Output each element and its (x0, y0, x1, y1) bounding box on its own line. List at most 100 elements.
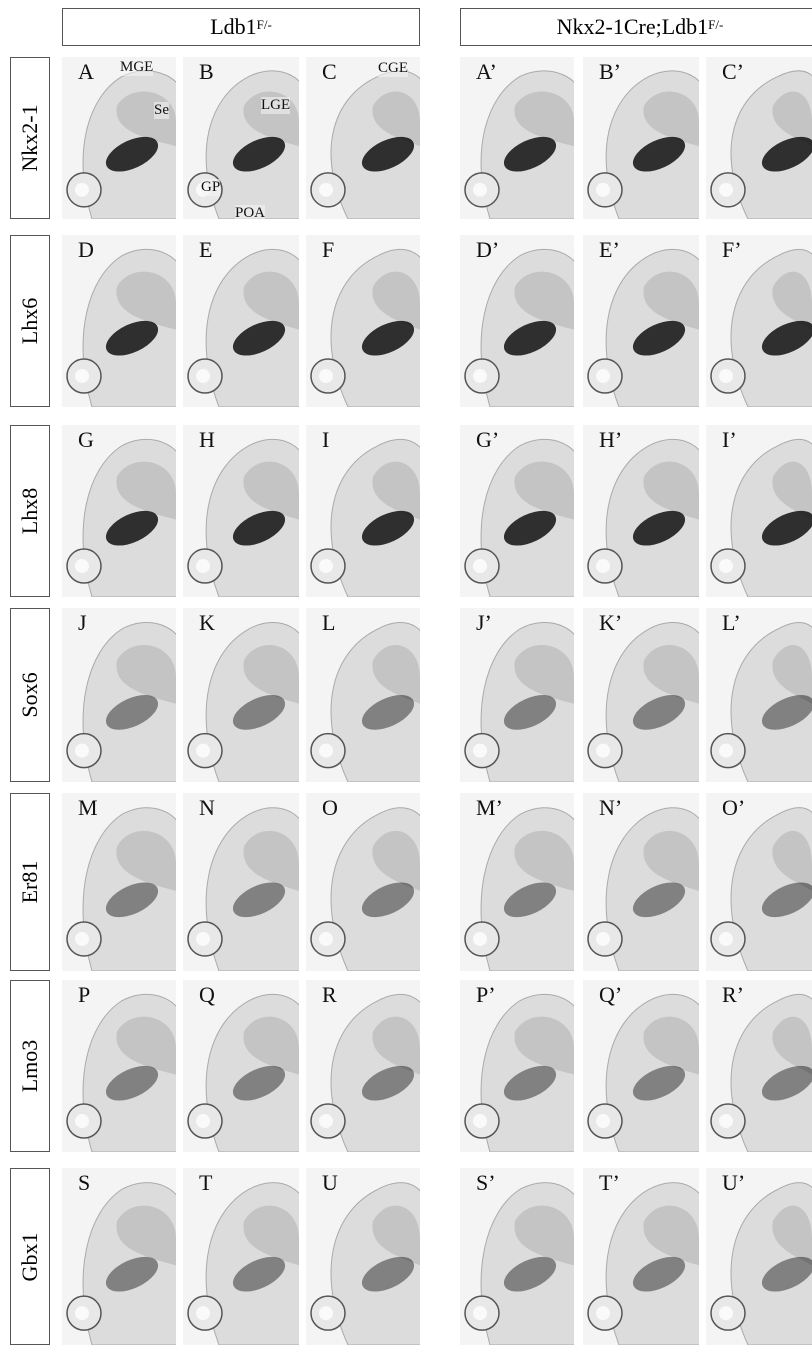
image-panel: R (306, 980, 420, 1152)
region-label: CGE (378, 60, 408, 77)
row-label: Lhx6 (10, 235, 50, 407)
region-label: POA (235, 205, 265, 219)
panel-letter: Q (199, 982, 215, 1008)
image-panel: C’ (706, 57, 812, 219)
image-panel: K’ (583, 608, 699, 782)
panel-letter: F’ (722, 237, 742, 263)
image-panel: J’ (460, 608, 574, 782)
row-label: Nkx2-1 (10, 57, 50, 219)
panel-letter: P (78, 982, 90, 1008)
gene-name: Lmo3 (17, 1040, 43, 1093)
panel-letter: D’ (476, 237, 499, 263)
panel-letter: L’ (722, 610, 741, 636)
panel-letter: I (322, 427, 329, 453)
image-panel: I’ (706, 425, 812, 597)
image-panel: O (306, 793, 420, 971)
panel-letter: B (199, 59, 214, 85)
image-panel: T’ (583, 1168, 699, 1345)
image-panel: P’ (460, 980, 574, 1152)
panel-letter: U’ (722, 1170, 745, 1196)
image-panel: J (62, 608, 176, 782)
image-panel: Q (183, 980, 299, 1152)
region-label: GP (201, 179, 220, 196)
figure: {"headers": [{"text": "Ldb1", "sup": "F/… (0, 0, 812, 1347)
image-panel: C CGE (306, 57, 420, 219)
panel-letter: L (322, 610, 335, 636)
panel-letter: B’ (599, 59, 621, 85)
panel-letter: P’ (476, 982, 496, 1008)
image-panel: E (183, 235, 299, 407)
image-panel: K (183, 608, 299, 782)
panel-letter: O (322, 795, 338, 821)
panel-letter: K (199, 610, 215, 636)
panel-letter: N (199, 795, 215, 821)
row-label: Er81 (10, 793, 50, 971)
gene-name: Sox6 (17, 672, 43, 717)
panel-letter: M (78, 795, 98, 821)
image-panel: B’ (583, 57, 699, 219)
row-label: Lmo3 (10, 980, 50, 1152)
gene-name: Lhx8 (17, 488, 43, 534)
image-panel: M (62, 793, 176, 971)
panel-letter: R (322, 982, 337, 1008)
panel-letter: C (322, 59, 337, 85)
image-panel: A MGE Se (62, 57, 176, 219)
panel-letter: T (199, 1170, 212, 1196)
panel-letter: K’ (599, 610, 622, 636)
image-panel: O’ (706, 793, 812, 971)
image-panel: I (306, 425, 420, 597)
image-panel: E’ (583, 235, 699, 407)
panel-letter: F (322, 237, 334, 263)
panel-letter: E (199, 237, 212, 263)
panel-letter: J (78, 610, 87, 636)
image-panel: L’ (706, 608, 812, 782)
panel-letter: U (322, 1170, 338, 1196)
panel-letter: Q’ (599, 982, 622, 1008)
panel-letter: G (78, 427, 94, 453)
panel-letter: S’ (476, 1170, 496, 1196)
header-text: Ldb1 (210, 14, 256, 40)
row-label: Gbx1 (10, 1168, 50, 1345)
panel-letter: H’ (599, 427, 622, 453)
panel-letter: N’ (599, 795, 622, 821)
image-panel: N’ (583, 793, 699, 971)
image-panel: D’ (460, 235, 574, 407)
panel-letter: A (78, 59, 94, 85)
panel-letter: D (78, 237, 94, 263)
image-panel: P (62, 980, 176, 1152)
image-panel: T (183, 1168, 299, 1345)
panel-letter: S (78, 1170, 90, 1196)
panel-letter: M’ (476, 795, 503, 821)
panel-letter: J’ (476, 610, 492, 636)
gene-name: Er81 (17, 861, 43, 904)
image-panel: H (183, 425, 299, 597)
row-label: Sox6 (10, 608, 50, 782)
image-panel: G (62, 425, 176, 597)
panel-letter: A’ (476, 59, 497, 85)
row-label: Lhx8 (10, 425, 50, 597)
gene-name: Gbx1 (17, 1232, 43, 1281)
image-panel: BLGEGPPOA (183, 57, 299, 219)
image-panel: F’ (706, 235, 812, 407)
region-label: MGE (120, 59, 153, 76)
image-panel: M’ (460, 793, 574, 971)
image-panel: U (306, 1168, 420, 1345)
panel-letter: R’ (722, 982, 744, 1008)
header-superscript: F/- (708, 17, 723, 33)
panel-letter: O’ (722, 795, 745, 821)
image-panel: N (183, 793, 299, 971)
region-label: Se (154, 102, 169, 119)
header-text: Nkx2-1Cre;Ldb1 (557, 14, 709, 40)
panel-letter: G’ (476, 427, 499, 453)
image-panel: S (62, 1168, 176, 1345)
image-panel: A’ (460, 57, 574, 219)
image-panel: H’ (583, 425, 699, 597)
image-panel: S’ (460, 1168, 574, 1345)
column-header: Ldb1F/- (62, 8, 420, 46)
image-panel: L (306, 608, 420, 782)
panel-letter: C’ (722, 59, 744, 85)
image-panel: F (306, 235, 420, 407)
image-panel: R’ (706, 980, 812, 1152)
image-panel: G’ (460, 425, 574, 597)
